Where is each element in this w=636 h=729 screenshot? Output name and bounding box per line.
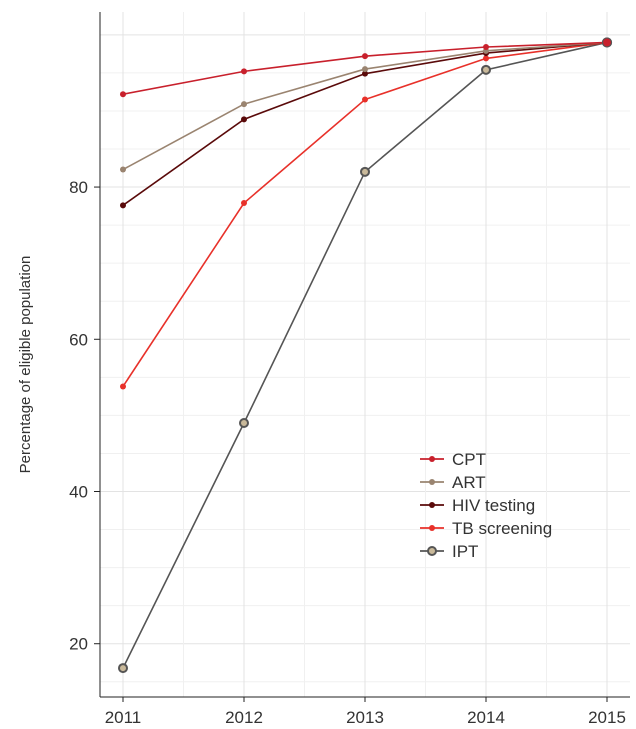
x-tick-label: 2013: [346, 708, 384, 727]
series-group: [117, 37, 613, 674]
y-ticks: 20 40 60 80: [69, 178, 100, 654]
legend-swatch-marker: [429, 502, 435, 508]
data-point-tb-screening: [240, 200, 247, 207]
legend-label: HIV testing: [452, 496, 535, 515]
data-point-cpt: [483, 44, 490, 51]
data-point-art: [240, 101, 247, 108]
data-point-tb-screening: [119, 383, 126, 390]
x-tick-label: 2014: [467, 708, 505, 727]
data-point-tb-screening: [483, 55, 490, 62]
data-point-cpt: [240, 68, 247, 75]
data-point-hiv-testing: [362, 70, 368, 77]
endpoint-marker: [601, 37, 613, 48]
series-ipt: [117, 37, 613, 674]
legend-swatch-marker: [427, 546, 437, 556]
x-tick-label: 2012: [225, 708, 263, 727]
y-tick-label: 80: [69, 178, 88, 197]
data-point-ipt: [360, 166, 370, 177]
data-point-art: [362, 66, 368, 73]
data-point-ipt: [481, 64, 492, 75]
data-point-ipt: [117, 663, 128, 674]
legend-swatch-marker: [429, 525, 435, 531]
legend: CPT ART HIV testing TB screening IPT: [420, 450, 552, 561]
data-point-ipt: [238, 418, 249, 428]
legend-swatch-marker: [429, 479, 435, 485]
data-point-cpt: [362, 53, 368, 60]
data-point-hiv-testing: [119, 202, 126, 209]
series-cpt: [119, 39, 611, 98]
legend-label: ART: [452, 473, 486, 492]
grid: [100, 12, 630, 697]
legend-item-cpt: CPT: [420, 450, 486, 469]
data-point-tb-screening: [362, 96, 368, 103]
legend-swatch-marker: [429, 456, 435, 462]
y-tick-label: 20: [69, 635, 88, 654]
x-tick-label: 2011: [105, 708, 142, 727]
data-point-cpt: [119, 91, 126, 98]
data-point-art: [119, 166, 126, 173]
legend-label: CPT: [452, 450, 486, 469]
legend-item-tb-screening: TB screening: [420, 519, 552, 538]
y-axis-label: Percentage of eligible population: [17, 256, 34, 474]
y-tick-label: 40: [69, 483, 88, 502]
y-tick-label: 60: [69, 330, 88, 349]
legend-label: IPT: [452, 542, 478, 561]
legend-item-ipt: IPT: [420, 542, 478, 561]
x-tick-label: 2015: [588, 708, 626, 727]
legend-item-hiv-testing: HIV testing: [420, 496, 535, 515]
x-ticks: 2011 2012 2013 2014 2015: [105, 697, 626, 727]
legend-item-art: ART: [420, 473, 486, 492]
legend-label: TB screening: [452, 519, 552, 538]
data-point-hiv-testing: [240, 116, 247, 123]
series-tb-screening: [119, 39, 611, 390]
